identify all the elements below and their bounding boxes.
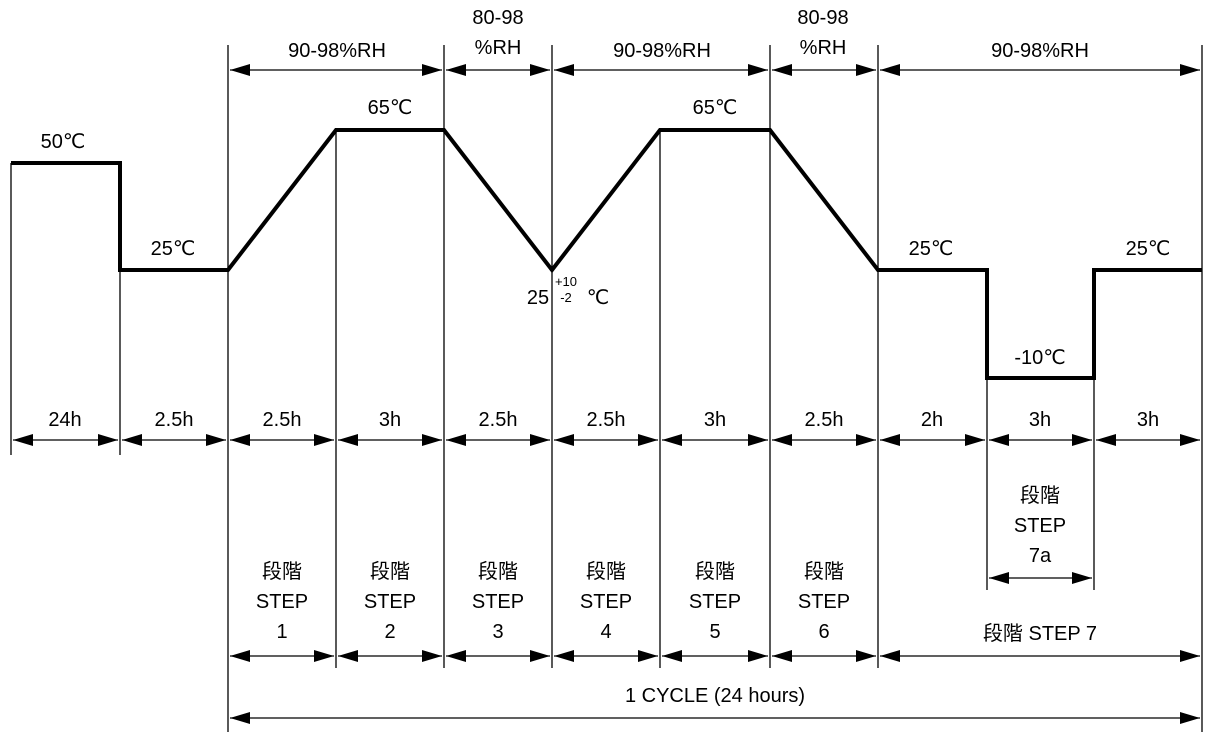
temp-tolerance-plus: +10 <box>555 274 577 289</box>
duration-label: 3h <box>379 409 401 431</box>
temp-label-25-right-b: 25℃ <box>1126 238 1171 260</box>
step-kanji: 段階 <box>1020 484 1060 507</box>
step-word: STEP <box>798 591 850 613</box>
temp-label-65-first: 65℃ <box>368 97 413 119</box>
humidity-label-step3-line2: %RH <box>475 37 522 59</box>
vertical-guides <box>10 45 1203 732</box>
step-7-label: 段階 STEP 7 <box>983 622 1097 645</box>
step-number: 7a <box>1029 545 1052 567</box>
temp-label-minus10: -10℃ <box>1014 347 1065 369</box>
temp-label-25-right-a: 25℃ <box>909 238 954 260</box>
humidity-label-step7: 90-98%RH <box>991 40 1089 62</box>
step-kanji: 段階 <box>804 560 844 583</box>
duration-label: 2.5h <box>155 409 194 431</box>
humidity-label-step6-line1: 80-98 <box>797 7 848 29</box>
humidity-label-step4-5: 90-98%RH <box>613 40 711 62</box>
temp-label-65-second: 65℃ <box>693 97 738 119</box>
step-kanji: 段階 <box>586 560 626 583</box>
temp-tolerance-minus: -2 <box>560 290 572 305</box>
step-7a: 段階 STEP 7a <box>989 484 1092 584</box>
duration-label: 2h <box>921 409 943 431</box>
duration-label: 2.5h <box>587 409 626 431</box>
step-word: STEP <box>1014 515 1066 537</box>
humidity-label-step1-2: 90-98%RH <box>288 40 386 62</box>
humidity-label-step6-line2: %RH <box>800 37 847 59</box>
humidity-label-step3-line1: 80-98 <box>472 7 523 29</box>
step-word: STEP <box>689 591 741 613</box>
duration-label: 3h <box>1029 409 1051 431</box>
temp-label-25-min: 25 <box>527 287 549 309</box>
duration-label: 3h <box>1137 409 1159 431</box>
temperature-profile-line <box>11 128 1202 380</box>
step-number: 2 <box>384 621 395 643</box>
step-number: 6 <box>818 621 829 643</box>
step-number: 5 <box>709 621 720 643</box>
step-number: 3 <box>492 621 503 643</box>
step-kanji: 段階 <box>262 560 302 583</box>
duration-label: 3h <box>704 409 726 431</box>
duration-label: 24h <box>48 409 81 431</box>
duration-label: 2.5h <box>805 409 844 431</box>
duration-label: 2.5h <box>263 409 302 431</box>
duration-label: 2.5h <box>479 409 518 431</box>
duration-labels: 24h 2.5h 2.5h 3h 2.5h 2.5h 3h 2.5h 2h 3h… <box>48 409 1159 431</box>
step-word: STEP <box>580 591 632 613</box>
step-word: STEP <box>364 591 416 613</box>
step-kanji: 段階 <box>478 560 518 583</box>
cycle-label: 1 CYCLE (24 hours) <box>625 685 805 707</box>
step-kanji: 段階 <box>370 560 410 583</box>
temp-label-25-left: 25℃ <box>151 238 196 260</box>
step-number: 4 <box>600 621 611 643</box>
step-kanji: 段階 <box>695 560 735 583</box>
temp-label-50: 50℃ <box>41 131 86 153</box>
step-word: STEP <box>256 591 308 613</box>
step-number: 1 <box>276 621 287 643</box>
step-word: STEP <box>472 591 524 613</box>
step-labels: 段階 STEP 1 段階 STEP 2 段階 STEP 3 段階 STEP 4 … <box>256 560 850 643</box>
temp-label-25-min-unit: ℃ <box>587 287 609 309</box>
